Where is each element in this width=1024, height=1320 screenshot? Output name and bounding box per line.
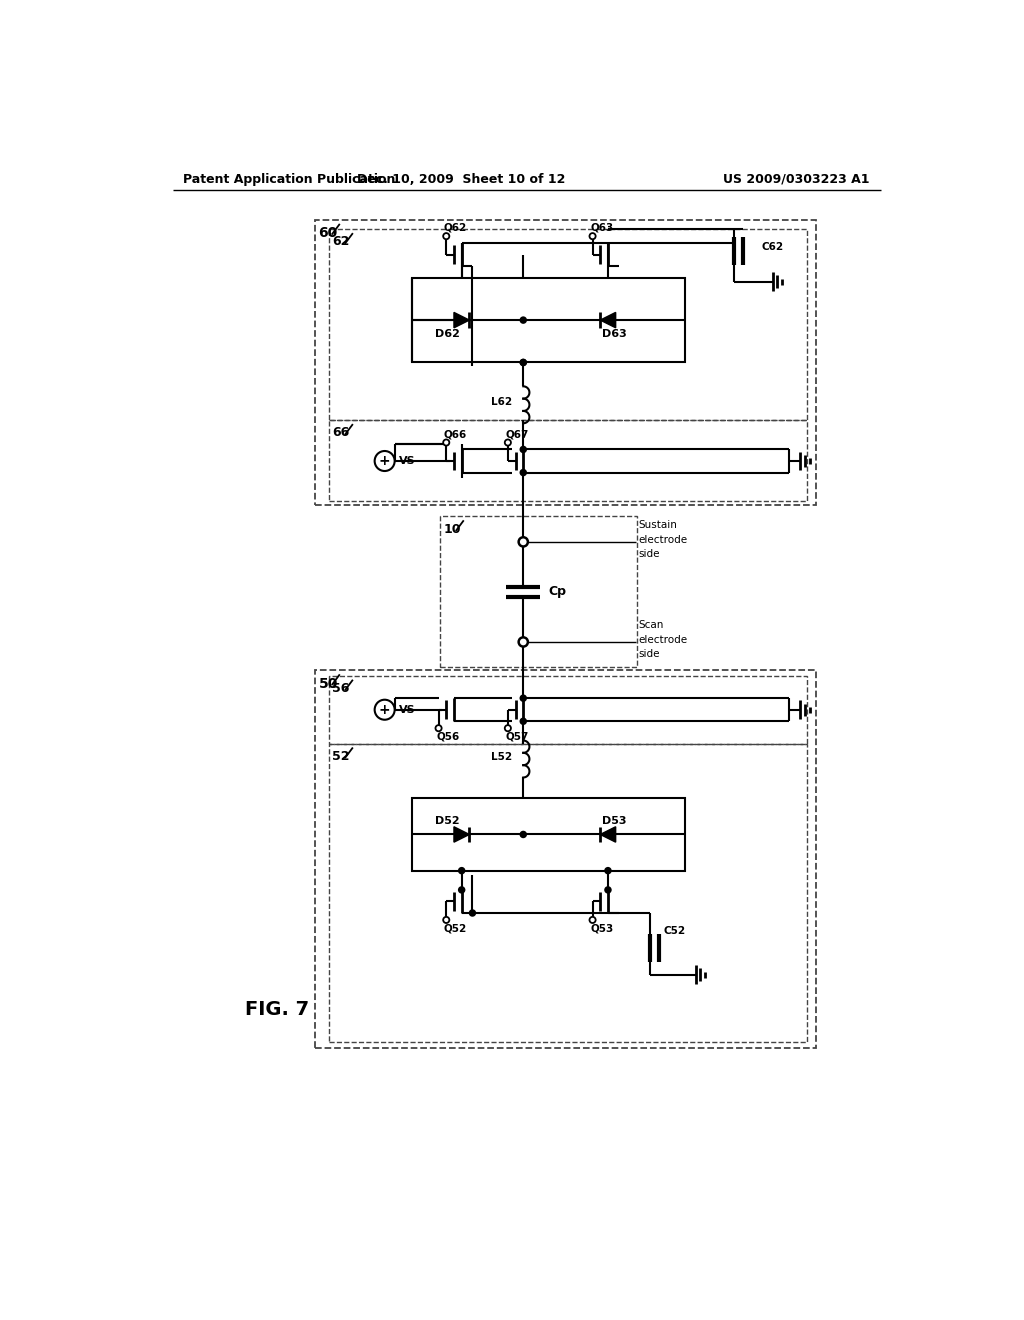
Text: 56: 56 [333,682,349,696]
Text: Q67: Q67 [506,429,528,440]
Polygon shape [600,826,615,842]
Text: Q63: Q63 [590,223,613,232]
Polygon shape [454,313,469,327]
Text: L62: L62 [492,397,512,408]
Text: C62: C62 [762,242,784,252]
Text: +: + [379,702,390,717]
Text: side: side [639,649,660,659]
Circle shape [443,440,450,446]
Circle shape [505,725,511,731]
Text: FIG. 7: FIG. 7 [245,999,308,1019]
Circle shape [470,911,475,916]
Circle shape [520,832,526,837]
Text: Scan: Scan [639,620,665,631]
Bar [330,230,807,420]
Circle shape [520,360,526,366]
Text: Q56: Q56 [436,731,460,742]
Text: VS: VS [398,455,415,466]
Text: Q52: Q52 [443,924,467,933]
Text: D63: D63 [602,329,627,339]
Circle shape [518,638,528,647]
Circle shape [605,887,610,892]
Bar [330,676,807,743]
Bar [315,220,816,506]
Circle shape [520,696,526,701]
Bar [330,743,807,1043]
Text: 52: 52 [333,750,350,763]
Text: Patent Application Publication: Patent Application Publication [183,173,395,186]
Text: Q57: Q57 [506,731,528,742]
Circle shape [375,700,394,719]
Polygon shape [600,313,615,327]
Text: 10: 10 [443,523,461,536]
Circle shape [443,917,450,923]
Circle shape [605,869,610,874]
Circle shape [435,725,441,731]
Circle shape [590,234,596,239]
Text: electrode: electrode [639,535,688,545]
Circle shape [518,537,528,546]
Text: Q53: Q53 [590,924,613,933]
Text: VS: VS [398,705,415,714]
Circle shape [443,234,450,239]
Text: Q62: Q62 [443,223,467,232]
Circle shape [375,451,394,471]
Text: Dec. 10, 2009  Sheet 10 of 12: Dec. 10, 2009 Sheet 10 of 12 [357,173,566,186]
Text: 66: 66 [333,426,349,440]
Polygon shape [454,826,469,842]
Text: D62: D62 [435,329,460,339]
Bar [412,277,685,363]
Text: D52: D52 [435,816,460,825]
Circle shape [520,470,526,475]
Text: C52: C52 [664,925,685,936]
Bar [330,420,807,502]
Circle shape [520,446,526,453]
Bar [315,671,816,1048]
Circle shape [520,360,526,366]
Circle shape [505,440,511,446]
Text: US 2009/0303223 A1: US 2009/0303223 A1 [723,173,869,186]
Text: 60: 60 [318,226,338,240]
Text: L52: L52 [492,751,512,762]
Text: electrode: electrode [639,635,688,644]
Bar [412,797,685,871]
Text: Cp: Cp [548,585,566,598]
Text: side: side [639,549,660,558]
Circle shape [520,317,526,323]
Text: D53: D53 [602,816,627,825]
Circle shape [590,917,596,923]
Text: Sustain: Sustain [639,520,678,531]
Circle shape [459,869,464,874]
Text: +: + [379,454,390,469]
Circle shape [459,887,464,892]
Text: Q66: Q66 [443,429,467,440]
Circle shape [520,718,526,723]
Text: 62: 62 [333,235,349,248]
Text: 50: 50 [318,677,338,690]
Bar [440,516,637,667]
